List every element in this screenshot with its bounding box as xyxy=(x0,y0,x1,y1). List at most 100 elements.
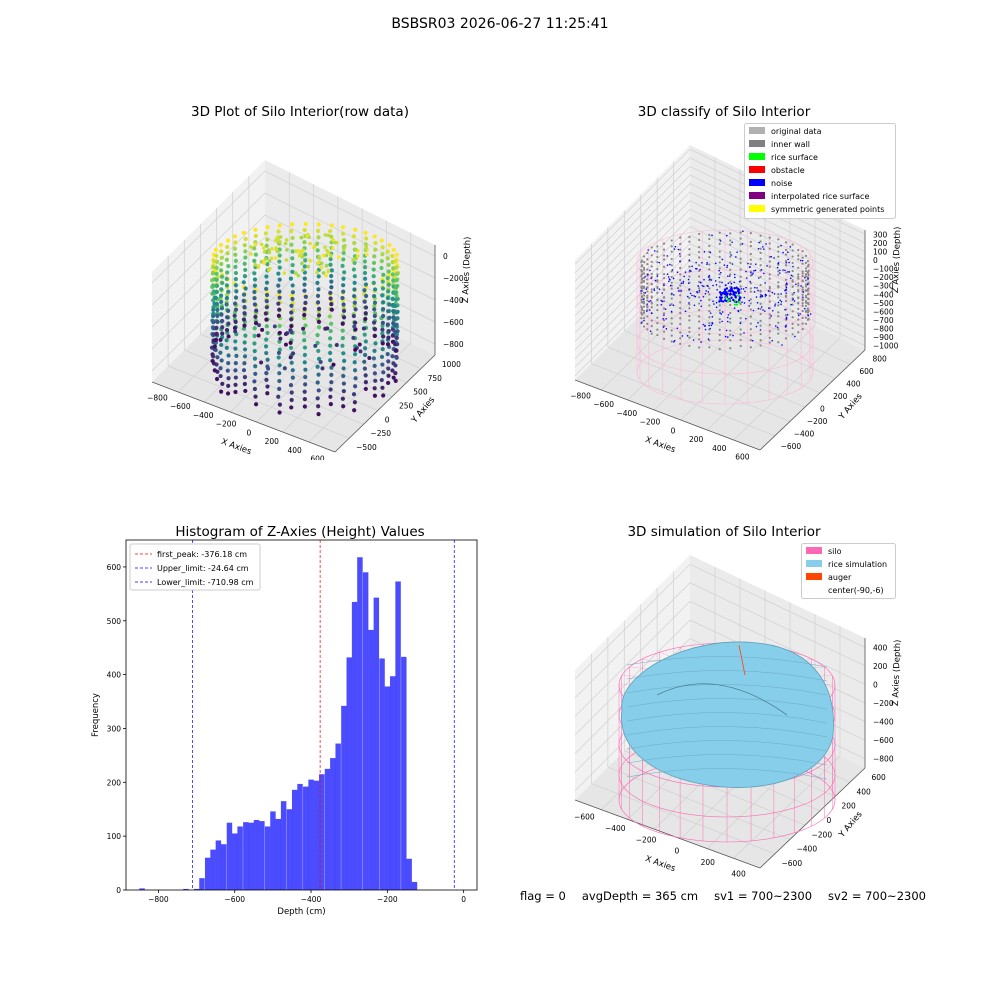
data-point xyxy=(303,382,308,387)
data-point xyxy=(282,271,287,275)
data-point xyxy=(315,396,320,401)
noise-point xyxy=(742,288,745,290)
inner-wall-point xyxy=(739,328,742,331)
data-point xyxy=(341,308,347,314)
noise-point xyxy=(681,335,684,337)
inner-wall-point xyxy=(718,242,721,245)
data-point xyxy=(210,352,215,357)
data-point xyxy=(340,328,345,333)
data-point xyxy=(381,272,386,277)
legend-label: silo xyxy=(828,547,842,556)
data-point xyxy=(233,319,238,324)
noise-point xyxy=(649,269,651,272)
noise-point xyxy=(754,263,757,266)
data-point xyxy=(289,242,294,247)
inner-wall-point xyxy=(718,267,721,270)
inner-wall-point xyxy=(670,297,673,300)
inner-wall-point xyxy=(662,258,666,261)
grid-line xyxy=(680,313,791,421)
data-point xyxy=(263,344,269,349)
z-tick-label: −400 xyxy=(873,718,894,727)
inner-wall-point xyxy=(749,258,752,261)
data-point xyxy=(266,366,271,371)
data-point xyxy=(243,388,248,394)
data-point xyxy=(391,309,396,314)
inner-wall-point xyxy=(791,285,794,288)
noise-point xyxy=(755,296,758,298)
data-point xyxy=(372,371,377,376)
noise-point xyxy=(729,292,732,295)
noise-point xyxy=(719,240,722,242)
inner-wall-point xyxy=(640,295,644,298)
data-point xyxy=(243,286,248,291)
noise-point xyxy=(782,251,784,254)
noise-point xyxy=(709,251,712,254)
inner-wall-point xyxy=(791,327,794,330)
inner-wall-point xyxy=(698,346,701,349)
inner-wall-point xyxy=(650,283,653,286)
noise-point xyxy=(689,292,692,295)
data-point xyxy=(329,234,334,239)
data-point xyxy=(226,376,231,381)
noise-point xyxy=(706,284,709,287)
noise-point xyxy=(751,273,753,276)
inner-wall-point xyxy=(679,311,682,315)
data-point xyxy=(352,352,358,357)
data-point xyxy=(363,305,369,310)
y-tick-label: 600 xyxy=(872,773,887,782)
noise-point xyxy=(780,300,783,303)
footer-flag: flag = 0 xyxy=(520,889,566,903)
data-point xyxy=(210,271,216,276)
inner-wall-point xyxy=(670,275,673,279)
inner-wall-point xyxy=(679,284,682,287)
histogram-bar xyxy=(362,572,369,890)
legend-swatch xyxy=(749,127,765,134)
x-tick-label: 400 xyxy=(731,869,746,878)
data-point xyxy=(381,334,386,339)
data-point xyxy=(324,253,329,258)
data-point xyxy=(242,243,247,248)
noise-point xyxy=(757,322,759,324)
inner-wall-point xyxy=(718,250,721,253)
inner-wall-point xyxy=(768,294,771,297)
inner-wall-point xyxy=(759,339,762,342)
noise-point xyxy=(787,271,789,273)
noise-point xyxy=(745,270,747,273)
noise-point xyxy=(773,293,776,295)
noise-point xyxy=(764,282,766,284)
z-axis-label: Z Axies (Depth) xyxy=(461,236,473,303)
noise-point xyxy=(732,298,735,302)
data-point xyxy=(233,295,239,300)
data-point xyxy=(294,271,298,275)
y-axis-label: Y Axies xyxy=(837,809,865,840)
noise-point xyxy=(760,306,763,308)
inner-wall-point xyxy=(804,304,808,307)
data-point xyxy=(276,355,281,360)
data-point xyxy=(352,408,357,413)
inner-wall-point xyxy=(768,330,771,333)
data-point xyxy=(315,280,320,285)
data-point xyxy=(253,402,259,407)
noise-point xyxy=(731,263,734,265)
noise-point xyxy=(649,330,652,333)
legend-label: auger xyxy=(828,573,852,582)
data-point xyxy=(276,394,281,399)
noise-point xyxy=(730,296,733,299)
legend-label: Lower_limit: -710.98 cm xyxy=(157,578,254,587)
inner-wall-point xyxy=(801,286,804,289)
inner-wall-point xyxy=(688,296,691,300)
noise-point xyxy=(784,289,786,292)
surface-mesh-line xyxy=(626,740,828,752)
inner-wall-point xyxy=(688,336,691,339)
inner-wall-point xyxy=(718,261,721,264)
x-tick-label: 400 xyxy=(288,446,303,455)
data-point xyxy=(302,404,307,409)
z-tick-label: 200 xyxy=(873,662,888,671)
noise-point xyxy=(701,284,704,287)
inner-wall-point xyxy=(708,304,711,307)
inner-wall-point xyxy=(797,284,800,287)
noise-point xyxy=(721,281,723,284)
inner-wall-point xyxy=(650,288,653,291)
data-point xyxy=(381,300,386,305)
data-point xyxy=(363,352,368,358)
